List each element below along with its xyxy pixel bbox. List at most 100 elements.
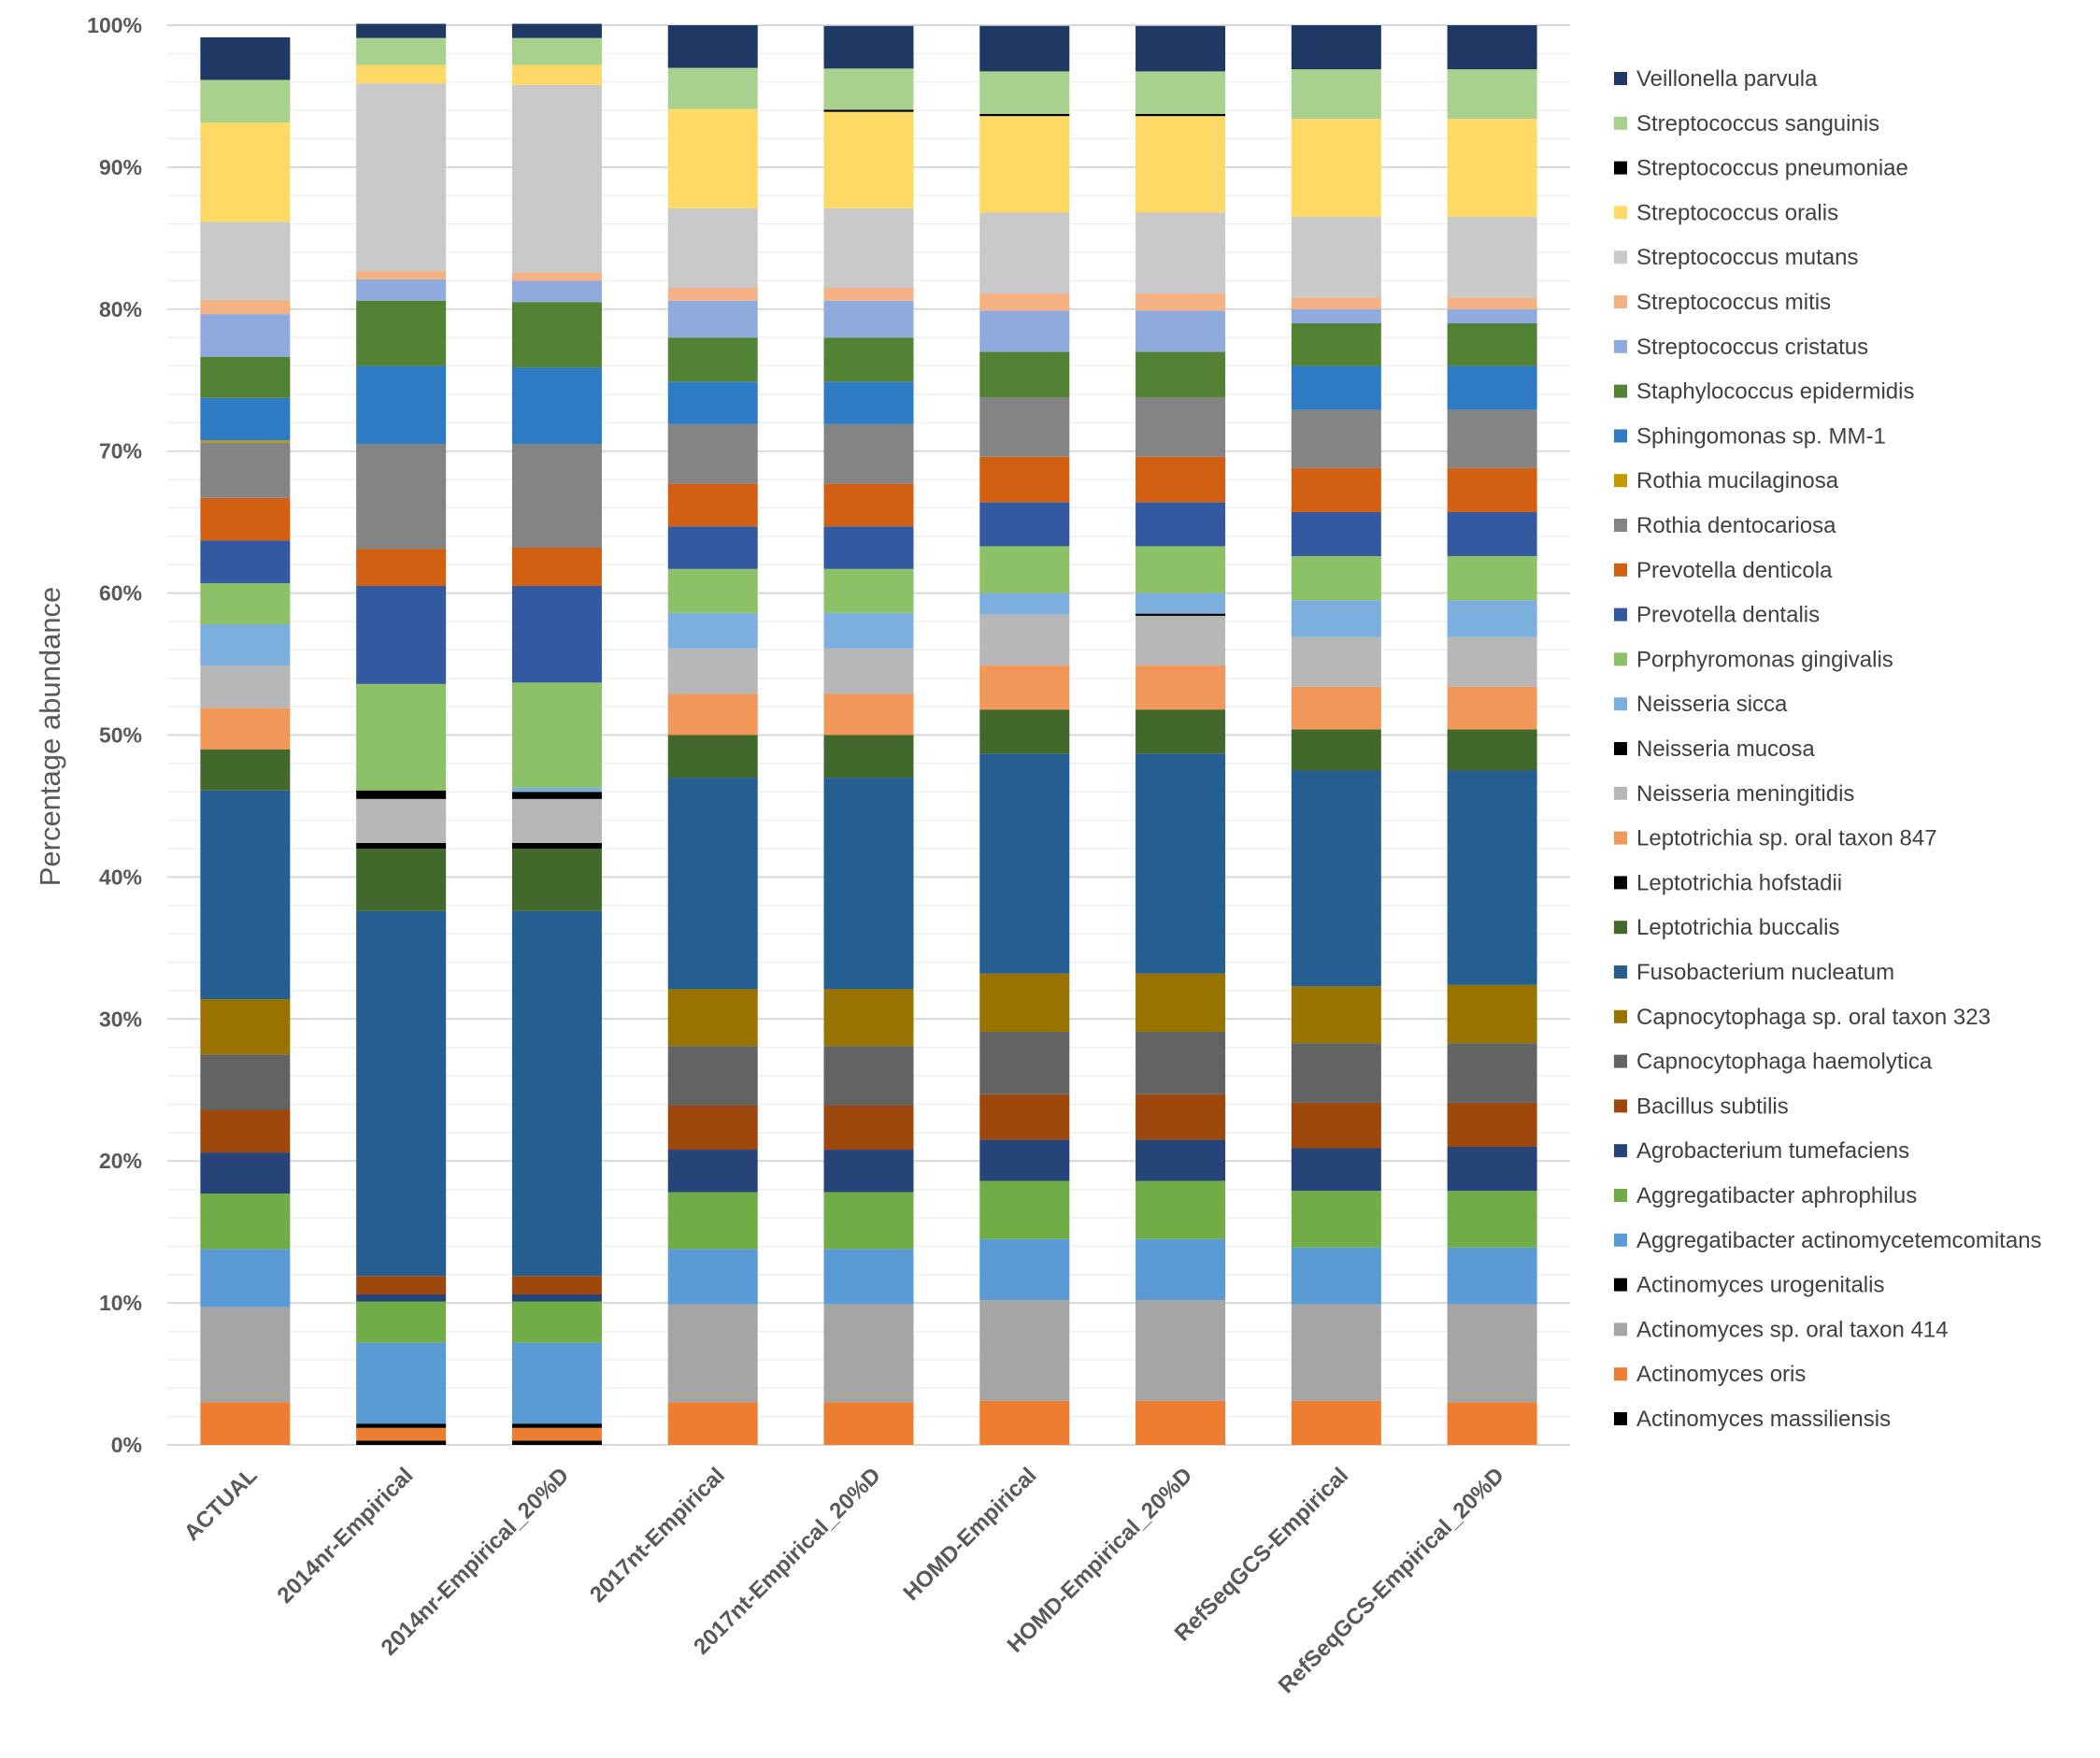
legend-swatch <box>1614 206 1627 220</box>
bar-segment <box>979 665 1070 710</box>
bar-segment <box>1136 665 1226 710</box>
bar-segment <box>511 23 602 38</box>
y-tick-label: 70% <box>99 439 142 464</box>
bar-segment <box>1291 1247 1381 1305</box>
x-tick-label: RefSeqGCS-Empirical <box>1170 1463 1353 1646</box>
y-tick-label: 20% <box>99 1149 142 1173</box>
bar-segment <box>1136 613 1226 616</box>
bar-segment <box>1291 25 1381 70</box>
legend-label: Prevotella dentalis <box>1636 603 1820 628</box>
y-tick-label: 100% <box>87 13 142 37</box>
bar-segment <box>1291 308 1381 323</box>
bar-segment <box>667 1304 758 1403</box>
bar-segment <box>1136 25 1226 72</box>
bar-segment <box>1291 686 1381 730</box>
bar-segment <box>667 108 758 208</box>
bar-segment <box>979 351 1070 397</box>
bar-segment <box>667 735 758 779</box>
legend-label: Actinomyces urogenitalis <box>1636 1273 1884 1298</box>
bar-segment <box>823 109 914 112</box>
legend-item: Streptococcus sanguinis <box>1614 111 1879 136</box>
bar-segment <box>511 37 602 65</box>
bar-segment <box>200 1402 291 1445</box>
bar-segment <box>200 36 291 80</box>
bar-segment <box>823 483 914 527</box>
bar-segment <box>511 1342 602 1424</box>
bar-segment <box>1447 308 1537 323</box>
bar-segment <box>823 423 914 484</box>
bar-segment <box>356 1342 447 1424</box>
bar-segment <box>1447 1247 1537 1305</box>
bar-segment <box>823 381 914 424</box>
bar-segment <box>1447 512 1537 557</box>
bar-segment <box>356 23 447 38</box>
bar-segment <box>356 1301 447 1343</box>
y-tick-label: 80% <box>99 297 142 322</box>
bar-segment <box>1447 770 1537 985</box>
legend-item: Streptococcus mutans <box>1614 245 1858 270</box>
legend-item: Actinomyces urogenitalis <box>1614 1273 1884 1298</box>
bar-segment <box>200 440 291 443</box>
legend-label: Rothia dentocariosa <box>1636 513 1836 538</box>
bar-segment <box>1291 119 1381 218</box>
bar-segment <box>823 337 914 382</box>
legend-label: Neisseria sicca <box>1636 692 1788 717</box>
bar-segment <box>823 207 914 289</box>
bar-stack <box>1291 25 1381 1445</box>
legend: Veillonella parvula Streptococcus sanguin… <box>1614 66 2042 1432</box>
legend-swatch <box>1614 519 1627 532</box>
bar-segment <box>667 1249 758 1305</box>
bar-segment <box>667 1402 758 1445</box>
bar-segment <box>356 842 447 850</box>
legend-swatch <box>1614 72 1627 85</box>
bar-segment <box>667 423 758 484</box>
x-tick-label: ACTUAL <box>179 1463 263 1546</box>
bar-segment <box>511 849 602 911</box>
bar-segment <box>200 79 291 123</box>
bar-segment <box>667 1105 758 1151</box>
legend-label: Fusobacterium nucleatum <box>1636 960 1894 985</box>
bar-segment <box>511 682 602 788</box>
bar-segment <box>823 1249 914 1305</box>
bar-segment <box>979 456 1070 503</box>
bar-segment <box>823 612 914 649</box>
bar-segment <box>1447 1147 1537 1192</box>
bar-segment <box>1291 636 1381 687</box>
bar-segment <box>1291 297 1381 309</box>
legend-label: Sphingomonas sp. MM-1 <box>1636 423 1886 449</box>
bar-segment <box>979 753 1070 974</box>
bar-segment <box>1136 1031 1226 1094</box>
bar-segment <box>200 1054 291 1110</box>
bar-segment <box>1136 293 1226 311</box>
bar-segment <box>1447 119 1537 218</box>
legend-swatch <box>1614 1144 1627 1158</box>
bar-segment <box>1136 546 1226 593</box>
y-tick-label: 30% <box>99 1007 142 1031</box>
legend-label: Neisseria meningitidis <box>1636 781 1854 807</box>
bar-segment <box>356 1427 447 1441</box>
bar-segment <box>823 693 914 736</box>
bar-segment <box>200 1307 291 1403</box>
legend-label: Streptococcus oralis <box>1636 200 1838 225</box>
bar-segment <box>200 540 291 583</box>
bar-segment <box>200 999 291 1055</box>
legend-swatch <box>1614 1322 1627 1336</box>
legend-item: Aggregatibacter actinomycetemcomitans <box>1614 1228 2042 1253</box>
bar-segment <box>511 787 602 793</box>
bar-segment <box>1447 1102 1537 1148</box>
bar-segment <box>511 367 602 445</box>
bar-segment <box>1136 71 1226 114</box>
bar-segment <box>823 1046 914 1106</box>
bar-segment <box>979 1093 1070 1140</box>
bar-segment <box>511 586 602 683</box>
bar-segment <box>511 280 602 303</box>
bar-segment <box>356 798 447 843</box>
legend-item: Staphylococcus epidermidis <box>1614 379 1914 405</box>
legend-item: Prevotella dentalis <box>1614 603 1820 628</box>
legend-item: Agrobacterium tumefaciens <box>1614 1138 1909 1164</box>
bar-segment <box>1291 556 1381 601</box>
bar-segment <box>511 1423 602 1428</box>
bar-stack <box>667 25 758 1445</box>
bar-segment <box>1136 1180 1226 1239</box>
bar-segment <box>200 442 291 498</box>
